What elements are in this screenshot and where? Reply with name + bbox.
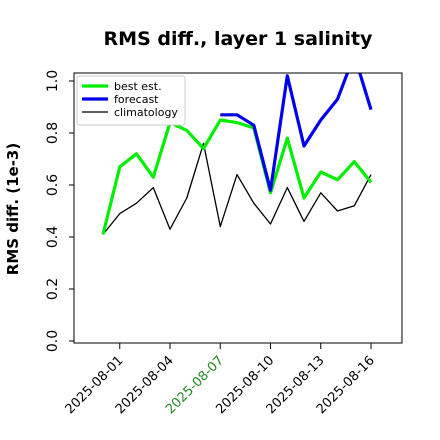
x-ticks: 2025-08-012025-08-042025-08-072025-08-10…	[63, 343, 378, 417]
series-line-best-est	[101, 118, 373, 235]
y-tick-label: 0.6	[45, 174, 61, 196]
legend-label: climatology	[114, 106, 178, 119]
y-tick-label: 0.0	[45, 330, 61, 352]
y-tick-label: 1.0	[45, 70, 61, 92]
plot-frame	[73, 72, 403, 344]
y-tick-label: 0.2	[45, 278, 61, 300]
y-tick-label: 0.4	[45, 226, 61, 248]
legend-label: best est.	[114, 80, 162, 93]
series-lines	[101, 73, 373, 235]
series-line-climatology	[102, 142, 372, 235]
legend-label: forecast	[114, 93, 159, 106]
y-axis-label: RMS diff. (1e-3)	[4, 143, 22, 275]
y-ticks: 0.0 0.2 0.4 0.6 0.8 1.0	[45, 70, 74, 352]
legend-box	[76, 75, 186, 126]
series-line-forecast	[220, 73, 373, 192]
chart-title: RMS diff., layer 1 salinity	[104, 28, 374, 50]
y-tick-label: 0.8	[45, 122, 61, 144]
